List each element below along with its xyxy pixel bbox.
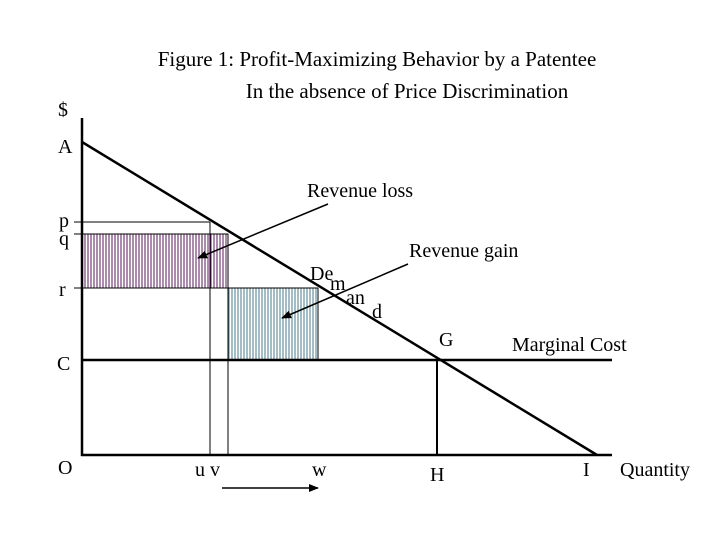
demand-label-part-1: De <box>310 263 333 285</box>
point-q-label: q <box>59 228 69 250</box>
title-line-2: In the absence of Price Discrimination <box>246 79 569 103</box>
revenue-gain-area <box>227 287 319 361</box>
point-h-label: H <box>430 464 444 486</box>
origin-label: O <box>58 457 72 479</box>
marginal-cost-label: Marginal Cost <box>512 334 627 356</box>
revenue-gain-arrow <box>281 263 409 319</box>
revenue-loss-arrow <box>197 203 329 259</box>
revenue-gain-label: Revenue gain <box>409 240 518 262</box>
demand-label-part-4: d <box>372 301 382 323</box>
revenue-loss-area <box>81 233 229 289</box>
demand-label-part-2: m <box>330 273 346 295</box>
revenue-loss-label: Revenue loss <box>307 180 413 202</box>
point-a-label: A <box>58 136 73 158</box>
demand-line <box>81 140 598 457</box>
demand-label-part-3: an <box>346 287 365 309</box>
point-uv-label: u v <box>195 459 220 481</box>
x-axis-label: Quantity <box>620 459 690 481</box>
y-axis-unit-label: $ <box>58 99 68 121</box>
point-w-label: w <box>312 459 327 481</box>
point-p-label: p <box>59 210 69 232</box>
point-c-label: C <box>57 353 70 375</box>
point-i-label: I <box>583 459 590 481</box>
title-line-1: Figure 1: Profit-Maximizing Behavior by … <box>158 47 597 71</box>
point-r-label: r <box>59 279 66 301</box>
intersection-g-label: G <box>439 329 453 351</box>
